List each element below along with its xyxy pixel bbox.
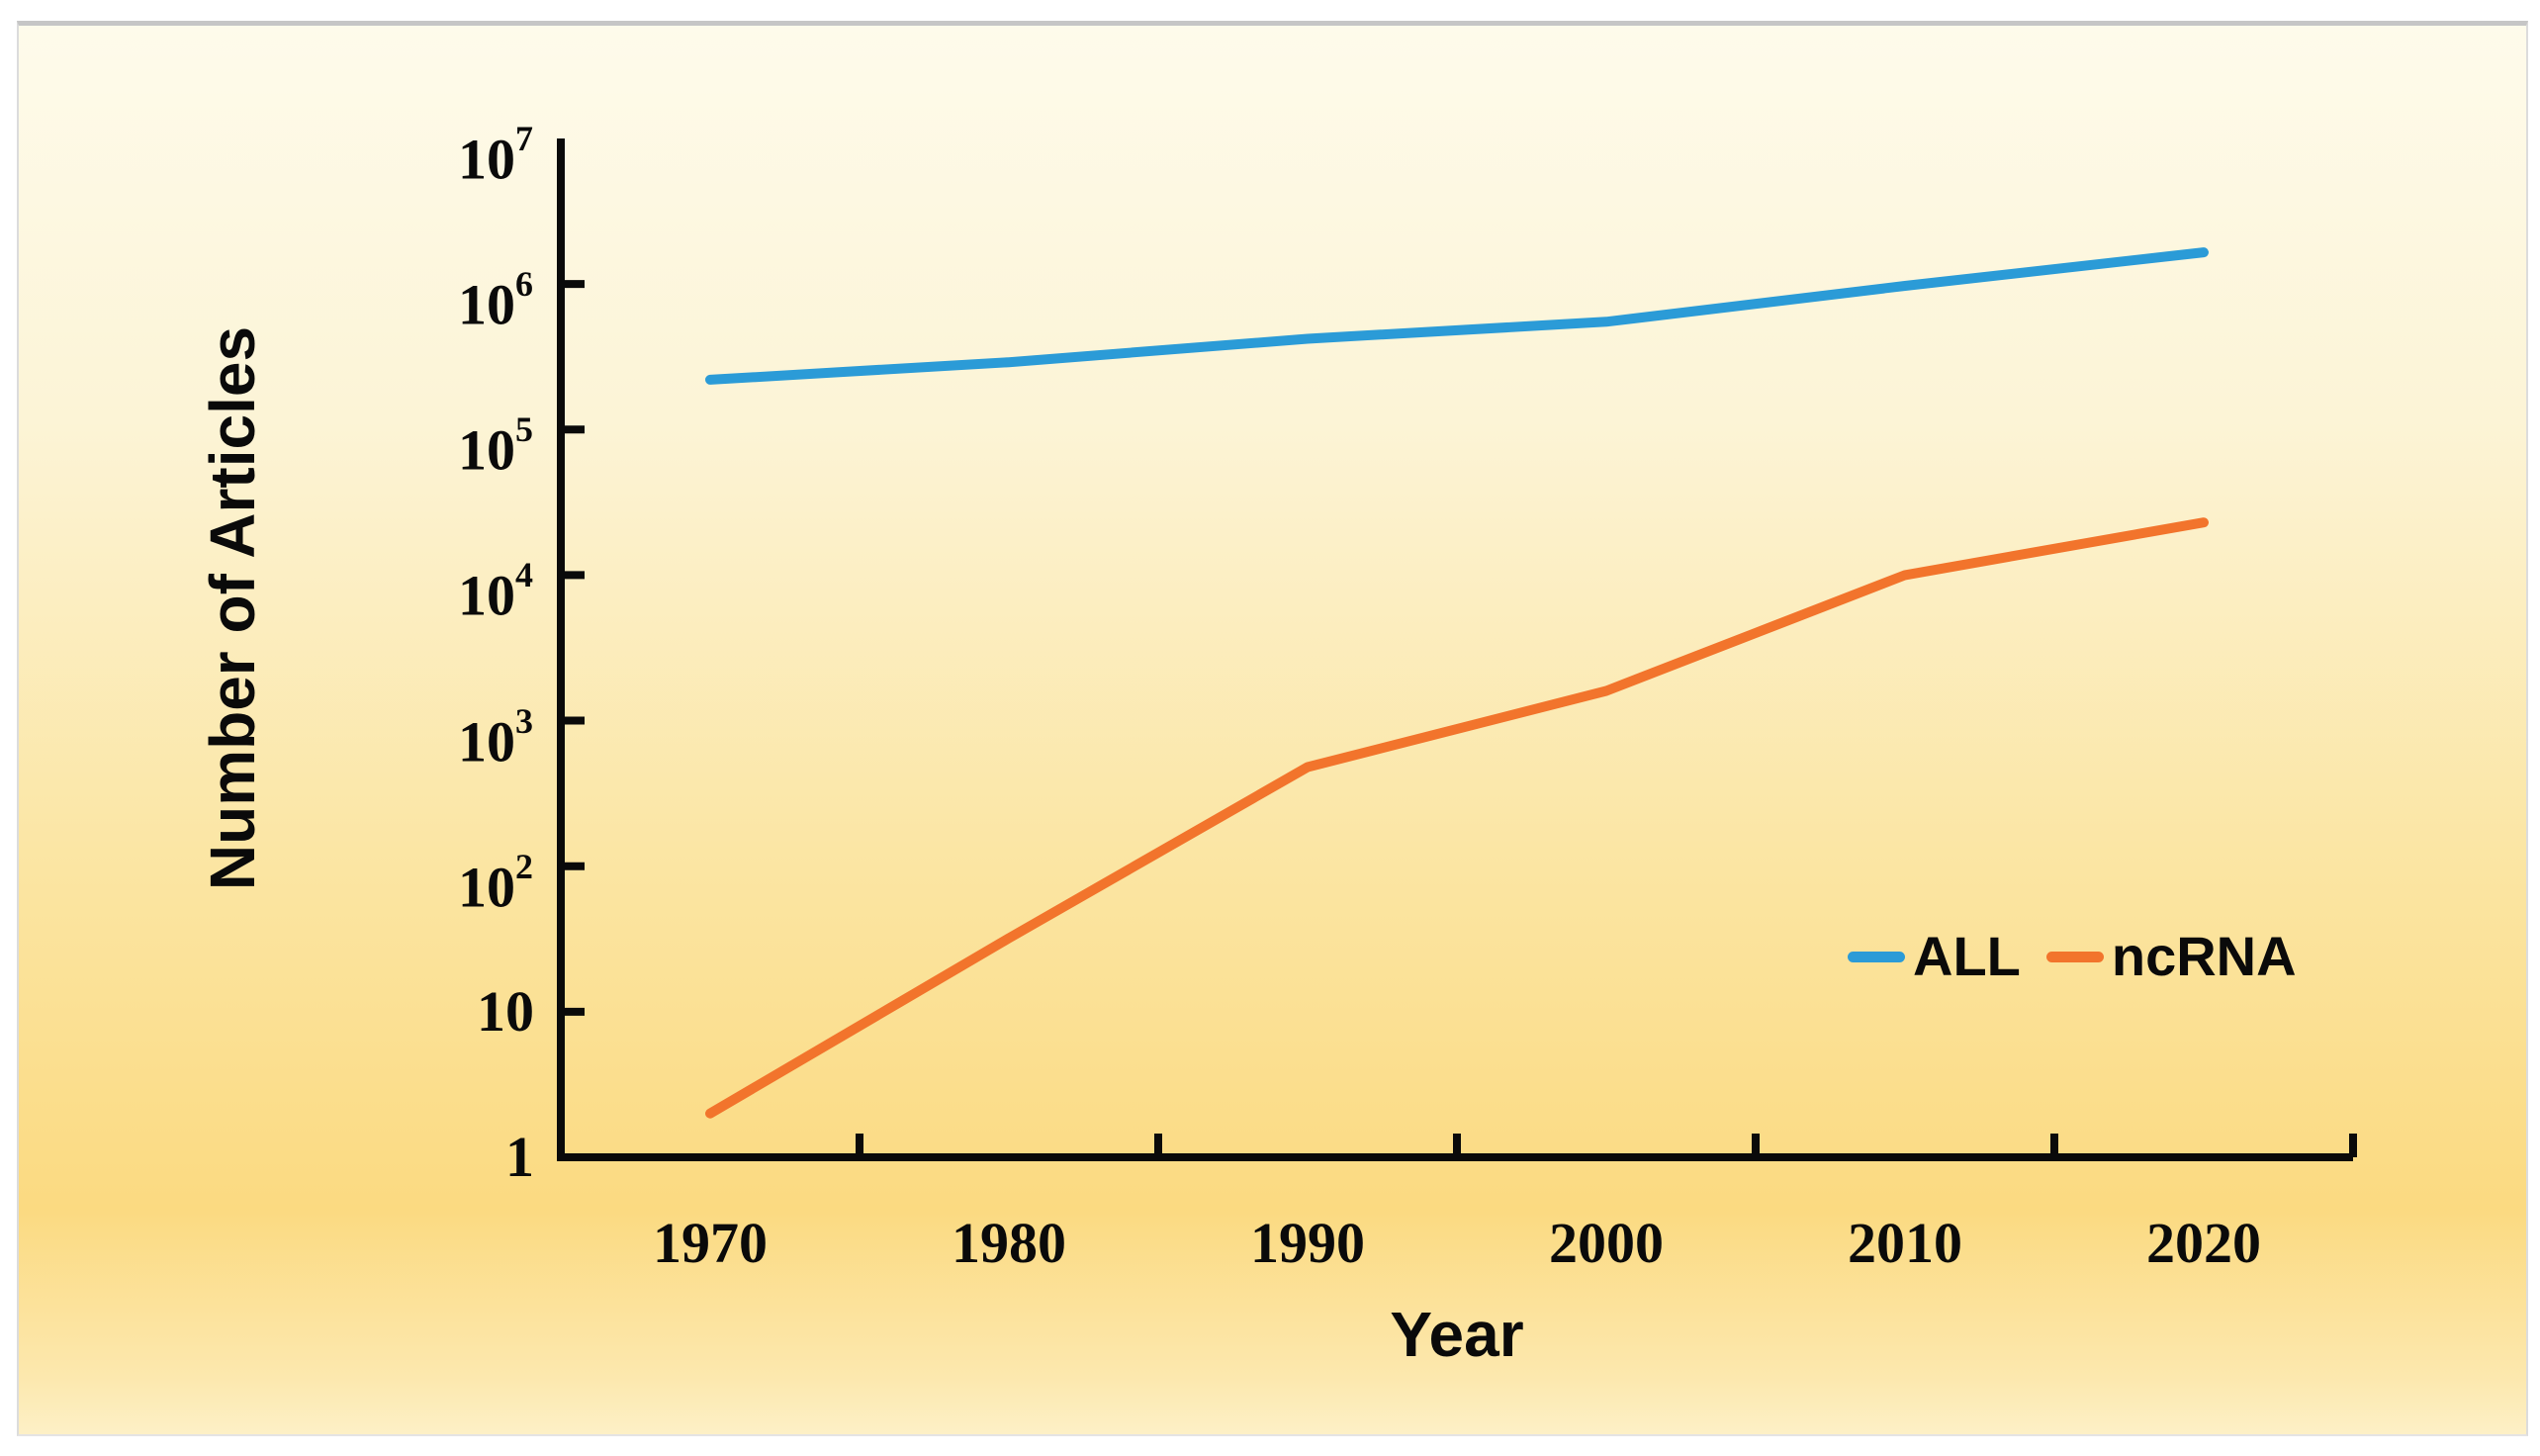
y-tick-label: 107: [458, 118, 534, 192]
x-tick-label: 1990: [1250, 1211, 1365, 1275]
x-tick-label: 1980: [952, 1211, 1066, 1275]
y-tick-label: 105: [458, 410, 534, 483]
y-tick-label: 102: [458, 846, 534, 920]
y-tick-label: 10: [477, 978, 534, 1044]
legend: ALL ncRNA: [1848, 920, 2297, 993]
x-axis-title: Year: [1390, 1299, 1524, 1370]
legend-swatch-all: [1848, 951, 1905, 962]
y-tick-label: 103: [458, 700, 534, 774]
x-tick-label: 2010: [1848, 1211, 1962, 1275]
chart-panel: [17, 21, 2528, 1436]
legend-item-ncrna: ncRNA: [2045, 920, 2297, 993]
y-tick-label: 1: [505, 1125, 534, 1189]
series-line-ncrna: [705, 517, 2209, 1119]
legend-swatch-ncrna: [2045, 951, 2104, 962]
y-tick-label: 104: [458, 555, 534, 628]
x-tick-label: 2000: [1549, 1211, 1664, 1275]
series-line-all: [705, 247, 2209, 385]
y-tick-label: 106: [458, 264, 534, 337]
legend-label: ALL: [1913, 925, 2021, 987]
legend-label: ncRNA: [2111, 925, 2297, 987]
y-axis-title: Number of Articles: [197, 325, 268, 891]
legend-item-all: ALL: [1848, 920, 2021, 993]
x-tick-label: 1970: [653, 1211, 768, 1275]
axis-lines: [557, 137, 2353, 1161]
x-tick-label: 2020: [2146, 1211, 2261, 1275]
